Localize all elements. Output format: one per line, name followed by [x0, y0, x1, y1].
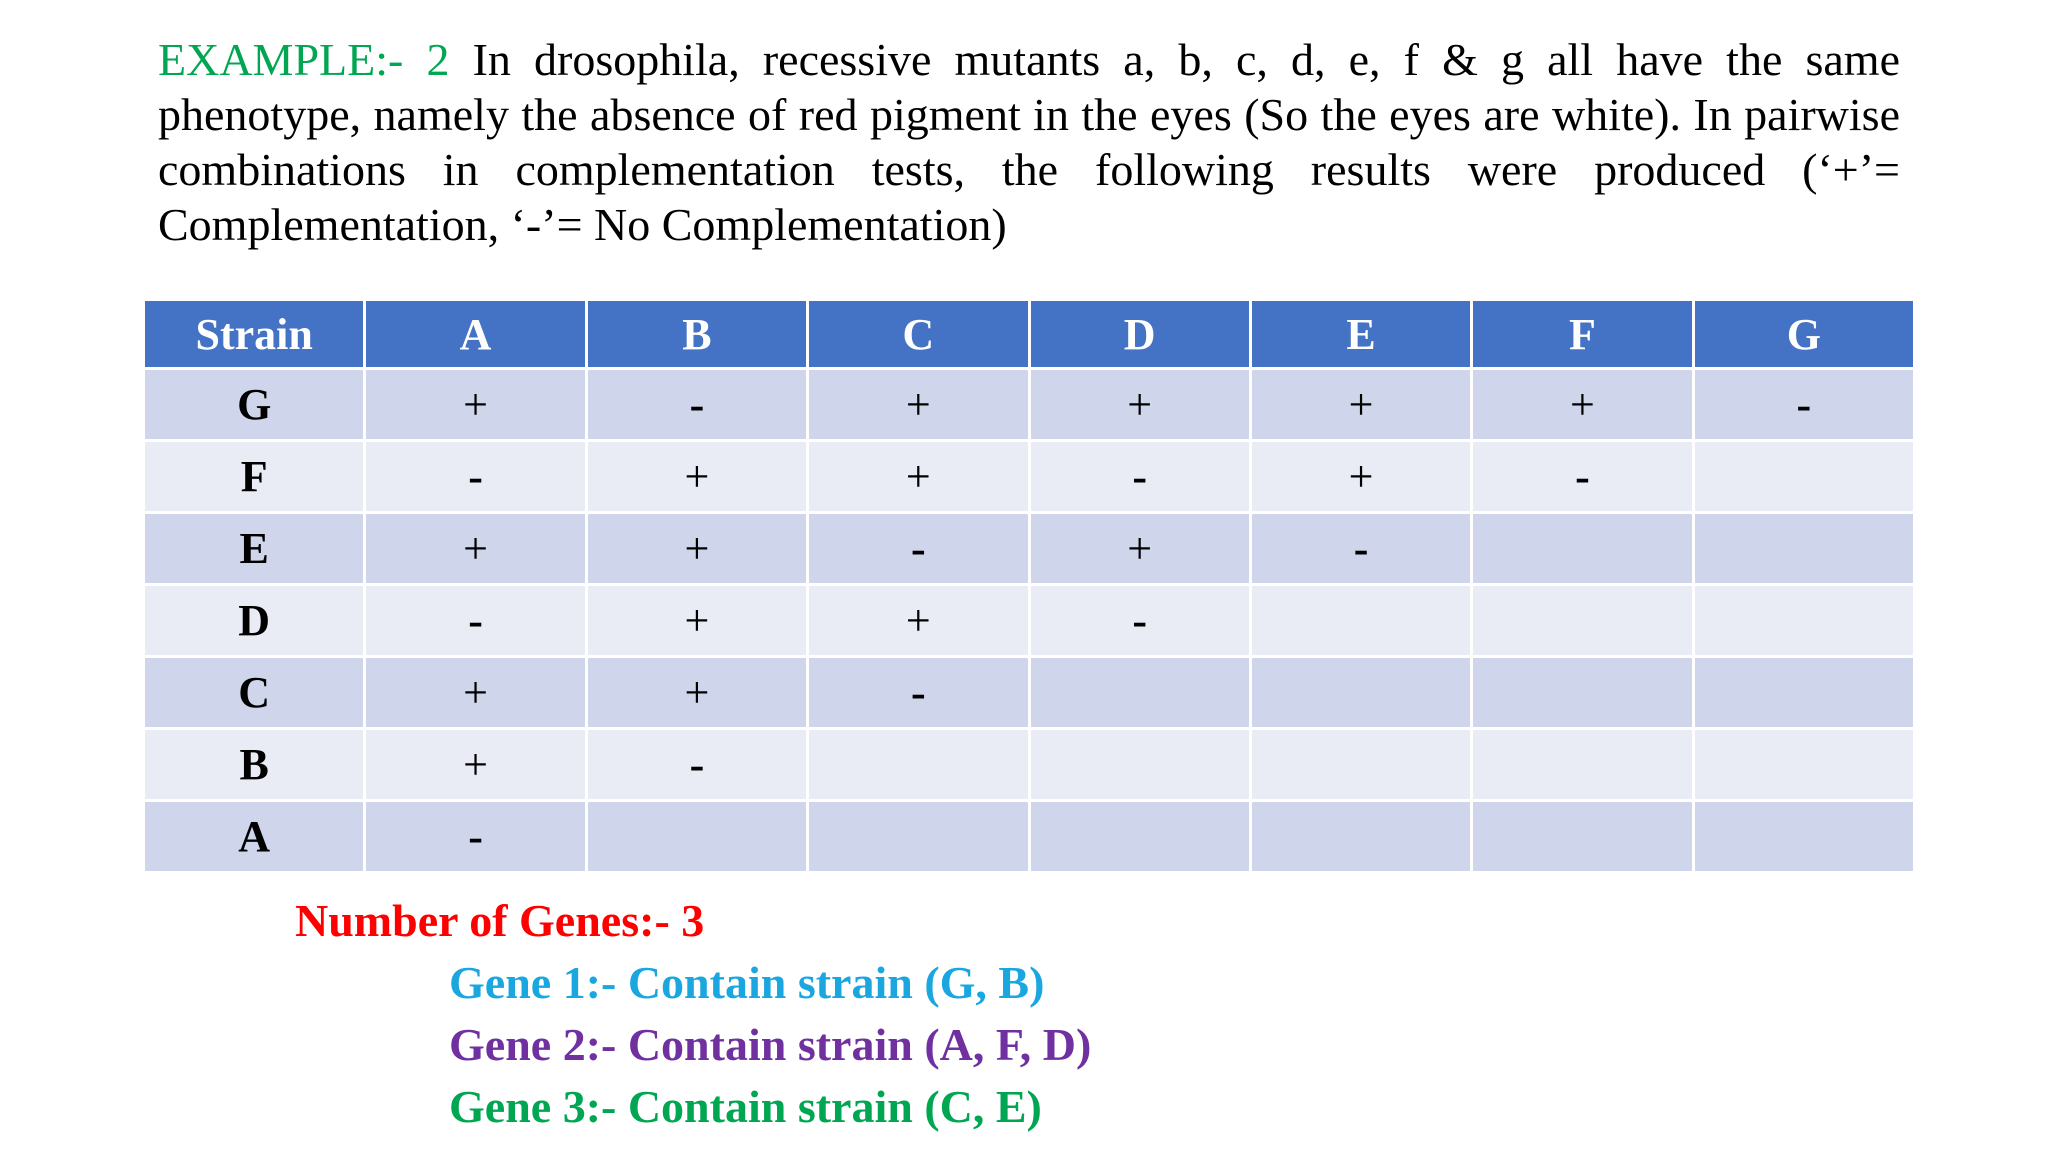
- header-col-c: C: [806, 298, 1031, 370]
- result-cell: [1248, 655, 1474, 730]
- row-strain-label: F: [141, 439, 367, 514]
- result-cell: -: [1027, 583, 1252, 658]
- problem-statement: EXAMPLE:- 2 In drosophila, recessive mut…: [158, 32, 1900, 252]
- result-cell: -: [1470, 439, 1695, 514]
- result-cell: [806, 799, 1031, 874]
- result-cell: +: [363, 655, 588, 730]
- result-cell: +: [363, 511, 588, 586]
- result-cell: +: [1248, 439, 1474, 514]
- header-strain: Strain: [141, 298, 367, 370]
- result-cell: [1470, 583, 1695, 658]
- result-cell: [1691, 511, 1917, 586]
- result-cell: -: [1027, 439, 1252, 514]
- row-strain-label: C: [141, 655, 367, 730]
- table-row: B + -: [141, 727, 1917, 802]
- row-strain-label: D: [141, 583, 367, 658]
- result-cell: [1248, 727, 1474, 802]
- result-cell: [1691, 439, 1917, 514]
- result-cell: +: [1248, 367, 1474, 442]
- header-col-b: B: [584, 298, 810, 370]
- gene-2-line: Gene 2:- Contain strain (A, F, D): [449, 1019, 1092, 1070]
- result-cell: -: [1691, 367, 1917, 442]
- table-header-row: Strain A B C D E F G: [141, 298, 1917, 370]
- result-cell: [1470, 727, 1695, 802]
- result-cell: +: [584, 583, 810, 658]
- header-col-d: D: [1027, 298, 1252, 370]
- row-strain-label: G: [141, 367, 367, 442]
- result-cell: +: [806, 367, 1031, 442]
- gene-1-line: Gene 1:- Contain strain (G, B): [449, 957, 1045, 1008]
- example-label: EXAMPLE:- 2: [158, 34, 450, 85]
- result-cell: [584, 799, 810, 874]
- result-cell: [1248, 799, 1474, 874]
- table-row: F - + + - + -: [141, 439, 1917, 514]
- result-cell: [1248, 583, 1474, 658]
- table-row: E + + - + -: [141, 511, 1917, 586]
- result-cell: -: [363, 799, 588, 874]
- table-row: D - + + -: [141, 583, 1917, 658]
- result-cell: [1691, 727, 1917, 802]
- result-cell: [1470, 799, 1695, 874]
- result-cell: +: [363, 727, 588, 802]
- result-cell: +: [584, 439, 810, 514]
- result-cell: +: [1027, 511, 1252, 586]
- result-cell: +: [1027, 367, 1252, 442]
- result-cell: [1470, 655, 1695, 730]
- table-row: C + + -: [141, 655, 1917, 730]
- result-cell: [1027, 655, 1252, 730]
- result-cell: -: [584, 367, 810, 442]
- result-cell: -: [363, 583, 588, 658]
- result-cell: [1691, 655, 1917, 730]
- result-cell: +: [806, 583, 1031, 658]
- gene-3-line: Gene 3:- Contain strain (C, E): [449, 1081, 1042, 1132]
- result-cell: [1691, 799, 1917, 874]
- result-cell: [806, 727, 1031, 802]
- result-cell: [1470, 511, 1695, 586]
- header-col-g: G: [1691, 298, 1917, 370]
- header-col-e: E: [1248, 298, 1474, 370]
- row-strain-label: A: [141, 799, 367, 874]
- complementation-table: Strain A B C D E F G G + - + + + + - F - + + - + - E + + -…: [141, 298, 1917, 874]
- row-strain-label: E: [141, 511, 367, 586]
- table-row: G + - + + + + -: [141, 367, 1917, 442]
- result-cell: [1027, 727, 1252, 802]
- result-cell: +: [363, 367, 588, 442]
- result-cell: -: [584, 727, 810, 802]
- result-cell: -: [806, 511, 1031, 586]
- result-cell: [1027, 799, 1252, 874]
- header-col-a: A: [363, 298, 588, 370]
- result-cell: +: [584, 655, 810, 730]
- row-strain-label: B: [141, 727, 367, 802]
- result-cell: +: [584, 511, 810, 586]
- problem-text: In drosophila, recessive mutants a, b, c…: [158, 34, 1900, 250]
- result-cell: [1691, 583, 1917, 658]
- result-cell: -: [806, 655, 1031, 730]
- result-cell: -: [363, 439, 588, 514]
- result-cell: +: [806, 439, 1031, 514]
- gene-count-title: Number of Genes:- 3: [295, 895, 705, 946]
- result-cell: -: [1248, 511, 1474, 586]
- table-row: A-: [141, 799, 1917, 874]
- result-cell: +: [1470, 367, 1695, 442]
- header-col-f: F: [1470, 298, 1695, 370]
